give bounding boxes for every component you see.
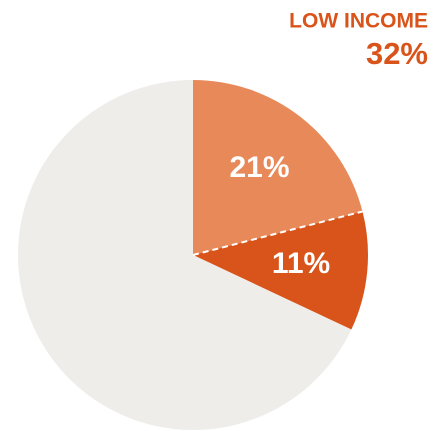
slice-label: 11% (272, 247, 330, 280)
pie-slice (193, 80, 363, 255)
pie-slice (17, 80, 352, 430)
pie-slice (193, 211, 368, 330)
slice-divider (192, 210, 363, 256)
slice-label: 21% (229, 151, 289, 184)
chart-subtitle: 32% (366, 36, 428, 71)
chart-title: LOW INCOME (289, 10, 428, 33)
